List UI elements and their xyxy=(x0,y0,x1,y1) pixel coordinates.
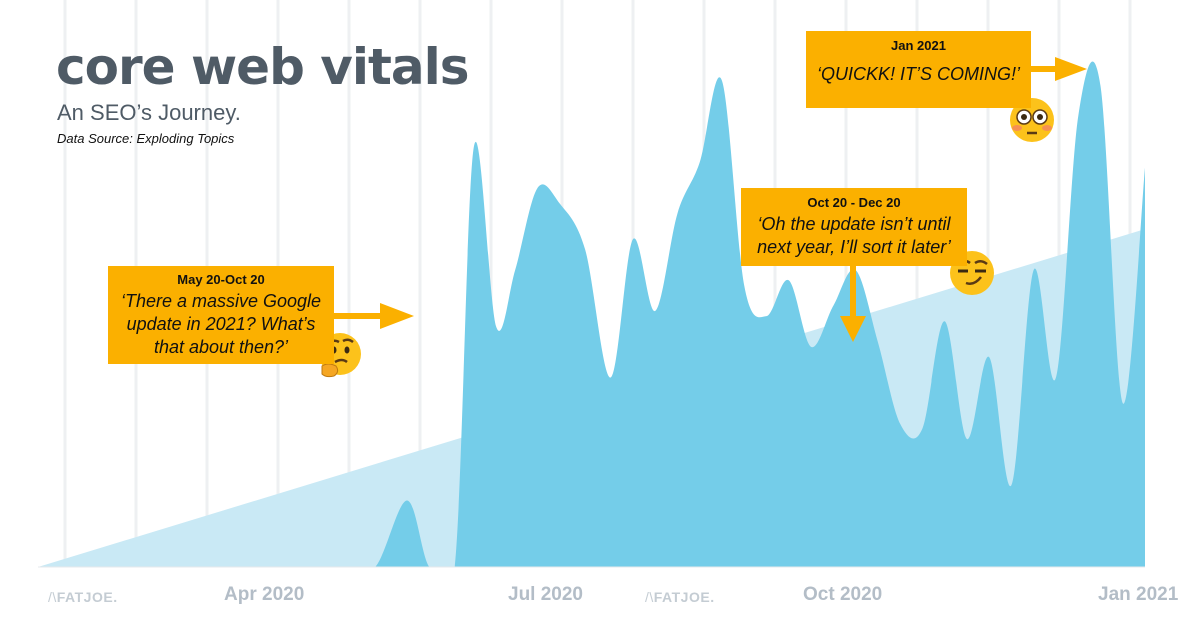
chart-title: core web vitals xyxy=(56,38,470,96)
x-tick-label: Jan 2021 xyxy=(1098,584,1179,605)
watermark-text: FATJOE. xyxy=(56,589,118,605)
watermark-text: FATJOE. xyxy=(653,589,715,605)
arrow-right-icon xyxy=(334,303,414,329)
annotation-period: May 20-Oct 20 xyxy=(177,272,265,287)
x-tick-label: Jul 2020 xyxy=(508,584,583,605)
annotation-quote: ‘QUICKK! IT’S COMING!’ xyxy=(816,64,1020,84)
logo-mark-icon: /\ xyxy=(645,589,654,605)
data-source: Data Source: Exploding Topics xyxy=(57,131,235,146)
annotation-period: Oct 20 - Dec 20 xyxy=(807,195,901,210)
fatjoe-watermark: /\FATJOE. xyxy=(645,589,715,605)
annotation-box-oct-dec: Oct 20 - Dec 20 ‘Oh the update isn’t unt… xyxy=(741,188,967,266)
annotation-quote: ‘There a massive Google update in 2021? … xyxy=(120,291,322,357)
interest-area-series xyxy=(38,61,1145,567)
fatjoe-watermark: /\FATJOE. xyxy=(48,589,118,605)
arrow-down-icon xyxy=(840,266,866,342)
annotation-period: Jan 2021 xyxy=(891,38,946,53)
annotation-box-jan: Jan 2021 ‘QUICKK! IT’S COMING!’ xyxy=(806,31,1031,108)
arrow-right-icon xyxy=(1031,57,1087,81)
chart-subtitle: An SEO’s Journey. xyxy=(57,100,241,125)
annotation-box-may-oct: May 20-Oct 20 ‘There a massive Google up… xyxy=(108,266,334,364)
logo-mark-icon: /\ xyxy=(48,589,57,605)
x-tick-label: Oct 2020 xyxy=(803,584,883,605)
annotation-quote: ‘Oh the update isn’t until next year, I’… xyxy=(757,214,951,257)
flushed-face-emoji xyxy=(1010,98,1054,142)
x-tick-label: Apr 2020 xyxy=(224,584,305,605)
